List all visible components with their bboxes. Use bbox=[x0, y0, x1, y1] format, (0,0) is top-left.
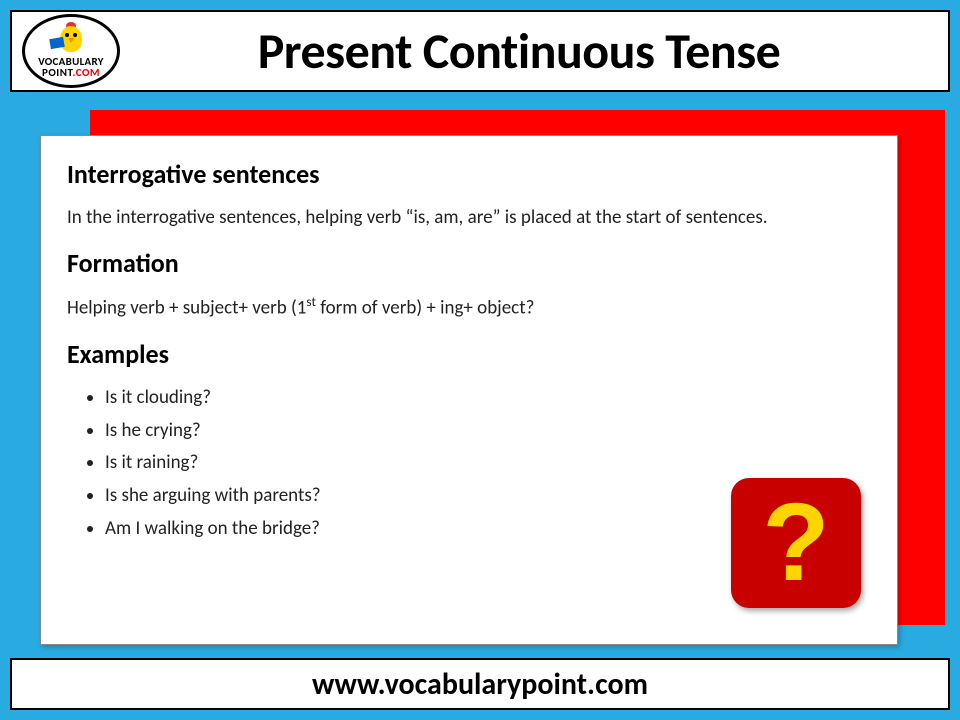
question-mark-badge: ? bbox=[731, 478, 861, 608]
question-mark-icon: ? bbox=[762, 488, 829, 598]
content-card: Interrogative sentences In the interroga… bbox=[40, 135, 898, 645]
text-interrogative: In the interrogative sentences, helping … bbox=[67, 202, 871, 233]
heading-interrogative: Interrogative sentences bbox=[67, 158, 871, 190]
logo-text: VOCABULARY POINT.COM bbox=[38, 56, 104, 78]
page-title: Present Continuous Tense bbox=[120, 21, 948, 82]
example-item: Is it raining? bbox=[105, 447, 871, 480]
footer-bar: www.vocabularypoint.com bbox=[10, 658, 950, 710]
logo-chick-icon bbox=[56, 24, 86, 54]
example-item: Is he crying? bbox=[105, 415, 871, 448]
header-bar: VOCABULARY POINT.COM Present Continuous … bbox=[10, 10, 950, 92]
footer-url: www.vocabularypoint.com bbox=[312, 666, 648, 703]
heading-examples: Examples bbox=[67, 338, 871, 370]
text-formation: Helping verb + subject+ verb (1st form o… bbox=[67, 291, 871, 324]
logo-text-bottom: POINT.COM bbox=[38, 67, 104, 78]
logo: VOCABULARY POINT.COM bbox=[22, 14, 120, 88]
heading-formation: Formation bbox=[67, 247, 871, 279]
example-item: Is it clouding? bbox=[105, 382, 871, 415]
